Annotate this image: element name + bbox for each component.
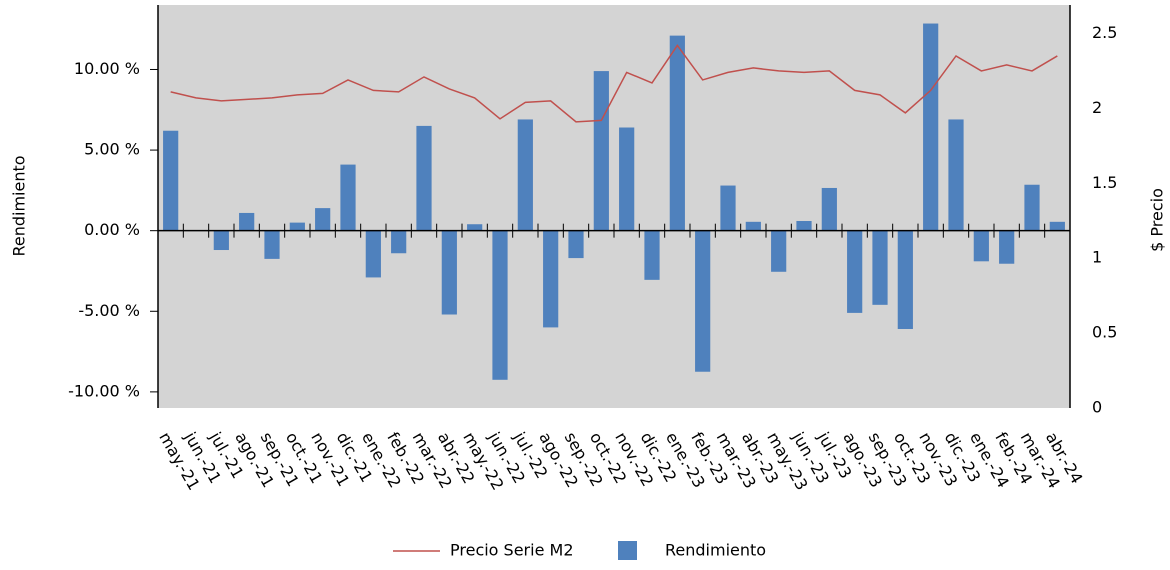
bar (771, 230, 787, 272)
bar (897, 230, 913, 330)
bar (619, 127, 635, 231)
y2-tick-label: 2.5 (1092, 23, 1117, 42)
legend-label: Rendimiento (665, 541, 766, 560)
bar (695, 230, 711, 372)
bar (239, 212, 255, 231)
bar (391, 230, 407, 254)
bar (720, 185, 736, 231)
y2-tick-label: 1 (1092, 248, 1102, 267)
bar (1024, 184, 1040, 231)
plot-area (158, 5, 1070, 408)
bar (340, 164, 356, 231)
y-axis-title: Rendimiento (10, 155, 29, 256)
bar (999, 230, 1015, 264)
bar (593, 71, 609, 231)
bar (1049, 221, 1065, 231)
legend-label: Precio Serie M2 (450, 541, 574, 560)
bar (973, 230, 989, 262)
y2-axis-title: $ Precio (1148, 188, 1167, 252)
bar (416, 125, 432, 231)
bar (796, 221, 812, 231)
bar (289, 222, 305, 231)
y-tick-label: 5.00 % (84, 140, 140, 159)
bar (872, 230, 888, 305)
bar (847, 230, 863, 313)
bar (315, 208, 331, 231)
bar (568, 230, 584, 259)
bar (441, 230, 457, 315)
y2-tick-label: 0 (1092, 398, 1102, 417)
y-tick-label: -10.00 % (68, 381, 140, 400)
y2-tick-label: 0.5 (1092, 323, 1117, 342)
bar (543, 230, 559, 328)
bar (745, 221, 761, 231)
bar (948, 119, 964, 231)
legend-swatch (618, 541, 637, 560)
bar (163, 130, 179, 231)
bar (821, 187, 837, 231)
line (170, 44, 1058, 123)
y-tick-label: -5.00 % (78, 301, 140, 320)
bar (669, 35, 685, 231)
y2-tick-label: 1.5 (1092, 173, 1117, 192)
bar (467, 224, 483, 231)
bar (492, 230, 508, 380)
y2-tick-label: 2 (1092, 98, 1102, 117)
bar (264, 230, 280, 259)
bar (365, 230, 381, 278)
y-tick-label: 0.00 % (84, 220, 140, 239)
bar (644, 230, 660, 280)
y-tick-label: 10.00 % (74, 59, 140, 78)
bar (923, 23, 939, 231)
bar (517, 119, 533, 231)
bar (213, 230, 229, 251)
